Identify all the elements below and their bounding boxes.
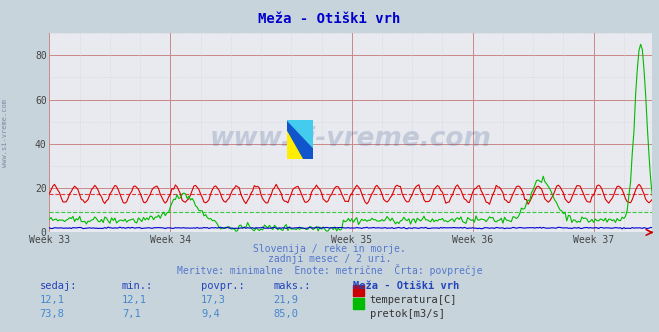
Text: Meža - Otiški vrh: Meža - Otiški vrh	[258, 12, 401, 26]
Text: 12,1: 12,1	[122, 295, 147, 305]
Text: maks.:: maks.:	[273, 281, 311, 290]
Text: 85,0: 85,0	[273, 309, 299, 319]
Text: pretok[m3/s]: pretok[m3/s]	[370, 309, 445, 319]
Text: min.:: min.:	[122, 281, 153, 290]
Polygon shape	[287, 131, 302, 159]
Text: povpr.:: povpr.:	[201, 281, 244, 290]
Text: www.si-vreme.com: www.si-vreme.com	[210, 126, 492, 152]
Text: 17,3: 17,3	[201, 295, 226, 305]
Text: 73,8: 73,8	[40, 309, 65, 319]
Text: sedaj:: sedaj:	[40, 281, 77, 290]
Polygon shape	[287, 120, 313, 147]
Text: Meža - Otiški vrh: Meža - Otiški vrh	[353, 281, 459, 290]
Text: Meritve: minimalne  Enote: metrične  Črta: povprečje: Meritve: minimalne Enote: metrične Črta:…	[177, 264, 482, 276]
Text: zadnji mesec / 2 uri.: zadnji mesec / 2 uri.	[268, 254, 391, 264]
Text: Slovenija / reke in morje.: Slovenija / reke in morje.	[253, 244, 406, 254]
Text: 12,1: 12,1	[40, 295, 65, 305]
Text: 21,9: 21,9	[273, 295, 299, 305]
Text: 9,4: 9,4	[201, 309, 219, 319]
Text: 7,1: 7,1	[122, 309, 140, 319]
Text: temperatura[C]: temperatura[C]	[370, 295, 457, 305]
Text: www.si-vreme.com: www.si-vreme.com	[2, 99, 9, 167]
Polygon shape	[287, 120, 313, 159]
